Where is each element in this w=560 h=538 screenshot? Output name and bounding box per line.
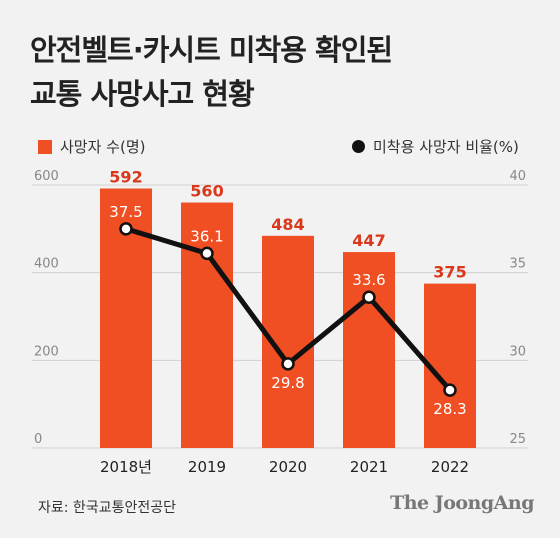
rate-point (443, 383, 457, 397)
left-axis-tick: 200 (34, 344, 59, 359)
bar-value-label: 375 (433, 263, 466, 282)
right-axis-tick: 40 (509, 169, 526, 184)
bar-value-label: 484 (271, 215, 304, 234)
rate-value-label: 33.6 (352, 271, 385, 289)
left-axis-tick: 600 (34, 169, 59, 184)
rate-point (281, 357, 295, 371)
rate-point (200, 246, 214, 261)
title-line-2: 교통 사망사고 현황 (30, 77, 255, 111)
brand-logo: The JoongAng (390, 492, 534, 514)
bar (181, 202, 233, 448)
bar-value-label: 560 (190, 182, 223, 201)
legend-deaths: 사망자 수(명) (38, 136, 145, 157)
title-line-1: 안전벨트·카시트 미착용 확인된 (30, 33, 393, 67)
left-axis-tick: 0 (34, 432, 42, 447)
x-axis-label: 2019 (188, 458, 226, 476)
x-axis-label: 2021 (350, 458, 388, 476)
rate-value-label: 28.3 (433, 400, 466, 418)
bar (343, 252, 395, 448)
rate-value-label: 37.5 (109, 203, 142, 221)
x-axis-label: 2020 (269, 458, 307, 476)
legend-rate: 미착용 사망자 비율(%) (352, 136, 519, 157)
bar-value-label: 447 (352, 231, 385, 250)
rate-value-label: 36.1 (190, 227, 223, 245)
chart-title: 안전벨트·카시트 미착용 확인된 교통 사망사고 현황 (30, 28, 393, 116)
x-axis-label: 2022 (431, 458, 469, 476)
rate-point (362, 290, 376, 304)
legend-bar-swatch (38, 139, 52, 154)
legend-rate-label: 미착용 사망자 비율(%) (373, 138, 519, 156)
left-axis-tick: 400 (34, 257, 59, 272)
bar (424, 283, 476, 448)
bar-value-label: 592 (109, 168, 142, 187)
right-axis-tick: 30 (509, 344, 526, 359)
rate-value-label: 29.8 (271, 374, 304, 392)
rate-point (119, 222, 133, 236)
legend-deaths-label: 사망자 수(명) (60, 138, 146, 156)
right-axis-tick: 35 (509, 257, 526, 272)
legend-line-dot (352, 140, 365, 153)
source-note: 자료: 한국교통안전공단 (38, 500, 176, 516)
x-axis-label: 2018년 (100, 458, 152, 476)
right-axis-tick: 25 (509, 432, 526, 447)
